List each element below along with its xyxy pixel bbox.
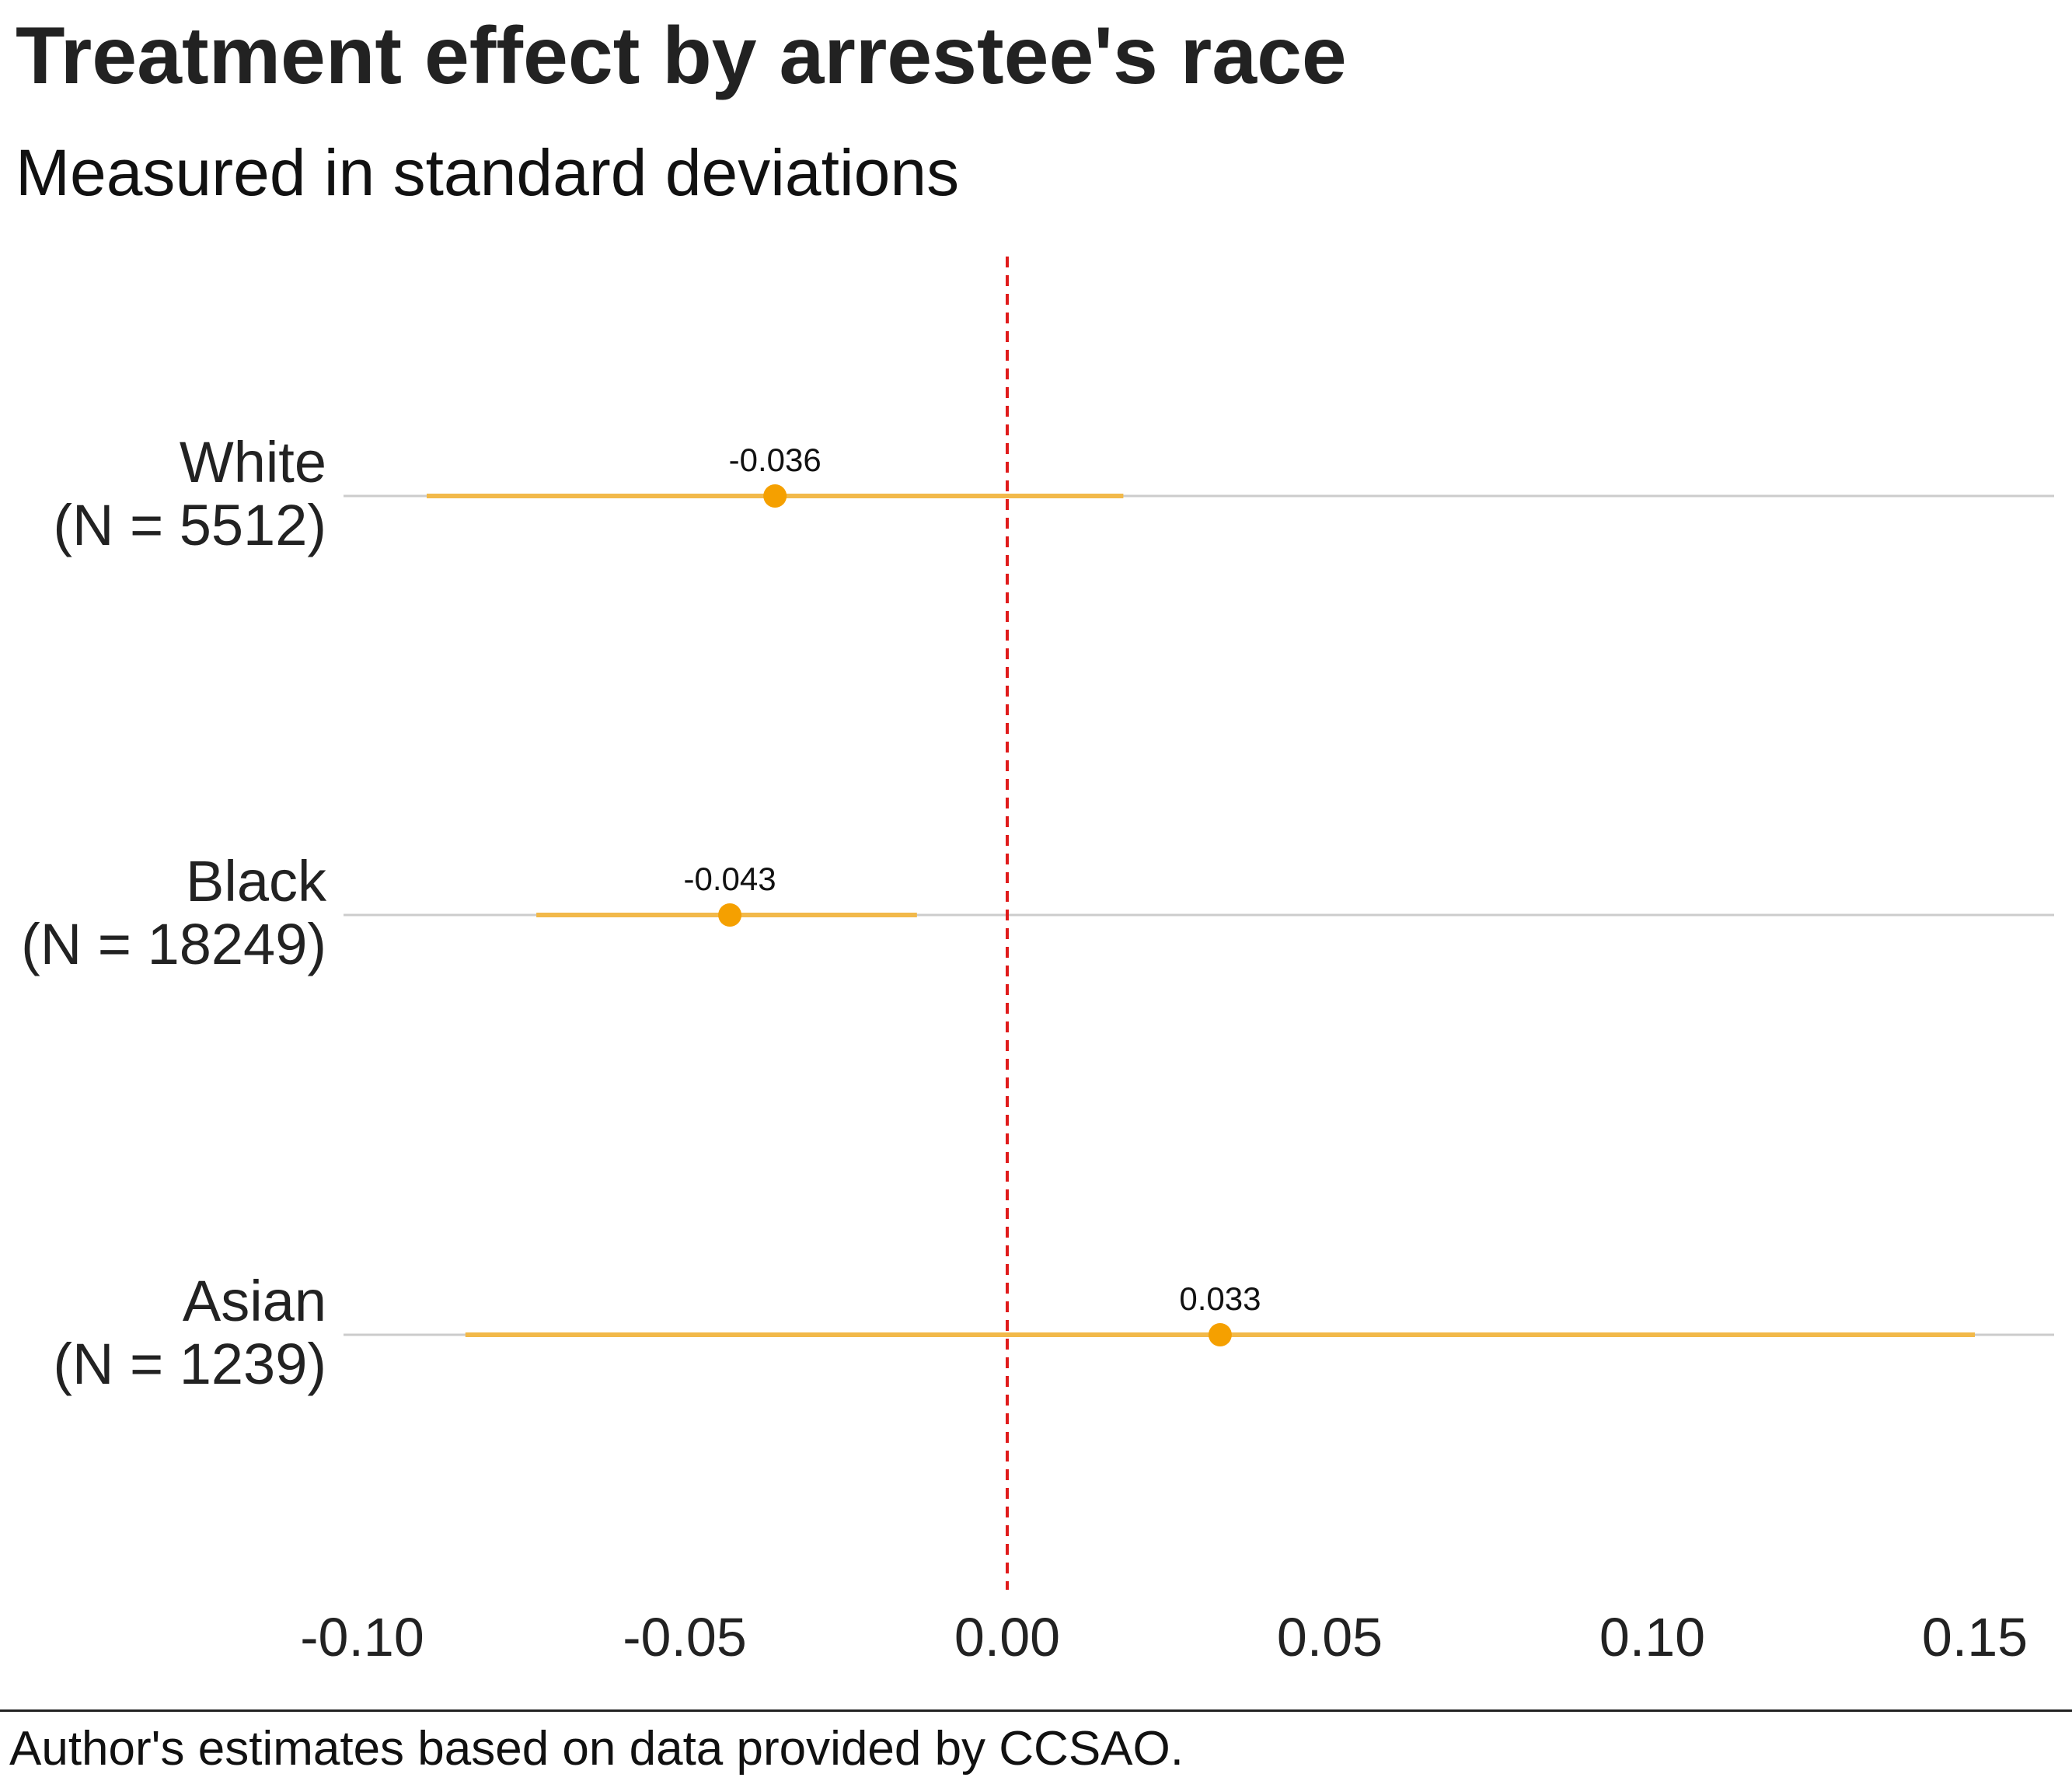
x-tick-label: 0.05 [1277, 1607, 1383, 1668]
chart-title: Treatment effect by arrestee's race [16, 11, 1347, 101]
chart-subtitle: Measured in standard deviations [16, 136, 960, 209]
labels: -0.036 White(N = 5512) -0.043 Black(N = 182… [21, 430, 2028, 1668]
x-tick-label: 0.15 [1922, 1607, 2028, 1668]
points [718, 484, 1232, 1346]
plot-area: -0.036 White(N = 5512) -0.043 Black(N = 182… [21, 257, 2054, 1668]
estimate-label-white: -0.036 [729, 442, 821, 478]
x-tick-label: 0.10 [1599, 1607, 1705, 1668]
group-label-asian: Asian [183, 1269, 326, 1333]
group-label-white: White [180, 430, 326, 494]
group-n-label-black: (N = 18249) [21, 912, 326, 976]
point-asian [1208, 1323, 1232, 1346]
group-label-black: Black [186, 849, 327, 913]
x-tick-label: 0.00 [954, 1607, 1060, 1668]
x-tick-label: -0.10 [300, 1607, 424, 1668]
point-black [718, 903, 742, 927]
chart-caption: Author's estimates based on data provide… [9, 1722, 1184, 1776]
estimate-label-black: -0.043 [684, 861, 776, 897]
x-tick-label: -0.05 [623, 1607, 747, 1668]
group-n-label-white: (N = 5512) [53, 493, 326, 557]
point-white [763, 484, 787, 508]
estimate-label-asian: 0.033 [1179, 1280, 1261, 1317]
group-n-label-asian: (N = 1239) [53, 1332, 326, 1396]
caption-divider [0, 1709, 2072, 1712]
